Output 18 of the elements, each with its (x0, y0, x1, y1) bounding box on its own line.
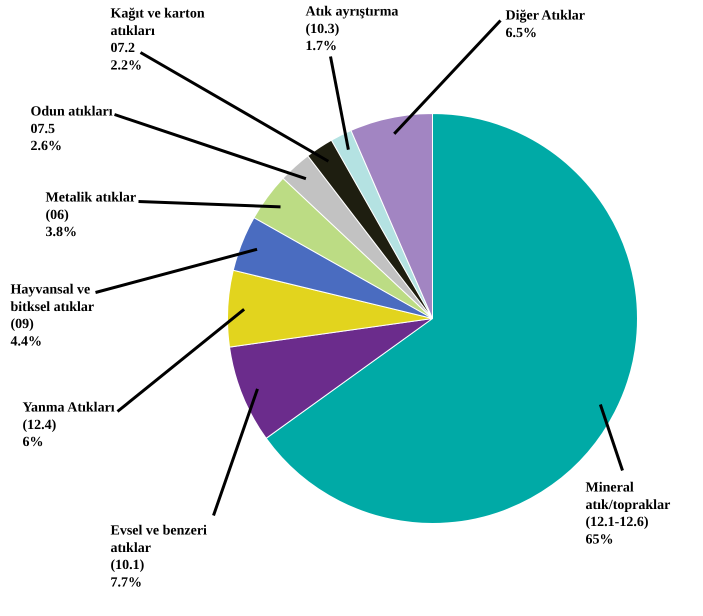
data-label: 1.7% (306, 39, 337, 54)
data-label: 6.5% (506, 26, 537, 41)
data-label: 7.7% (110, 575, 142, 590)
slice-label: Odun atıkları 07.5 (30, 104, 113, 137)
slice-label: Atık ayrıştırma (10.3) (306, 4, 398, 37)
slice-label: Mineral atık/topraklar (12.1-12.6) (586, 480, 670, 530)
slice-label: Hayvansal ve bitksel atıklar (09) (10, 282, 94, 332)
data-label: 4.4% (10, 334, 42, 350)
slice-label: Yanma Atıkları (12.4) (22, 400, 115, 433)
data-label: 6% (22, 435, 44, 450)
data-label: 3.8% (46, 225, 77, 240)
data-label: 2.6% (30, 139, 62, 154)
slice-label: Diğer Atıklar (506, 8, 585, 24)
slice-label: Kağıt ve karton atıkları 07.2 (110, 6, 205, 56)
data-label: 2.2% (110, 58, 142, 74)
slice-label: Evsel ve benzeri atıklar (10.1) (110, 524, 208, 573)
slice-label: Metalik atıklar (06) (46, 190, 136, 223)
data-label: 65% (586, 532, 614, 548)
